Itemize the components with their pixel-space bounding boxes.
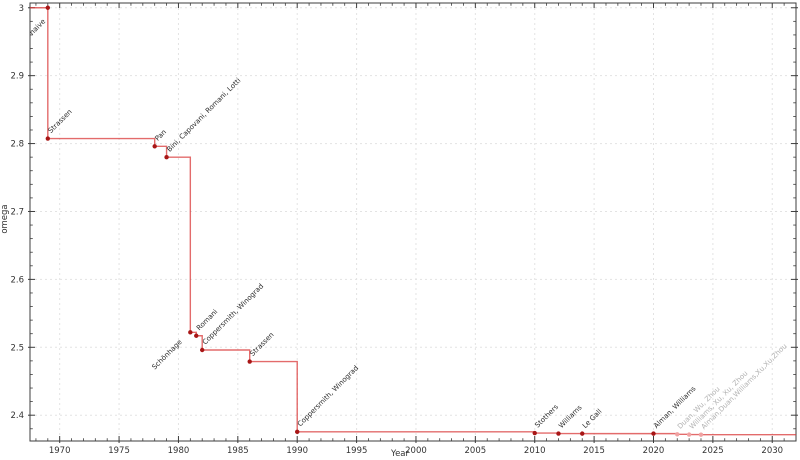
x-tick-label: 1980	[168, 446, 190, 456]
data-point	[194, 333, 199, 338]
x-tick-label: 2020	[643, 446, 665, 456]
x-tick-label: 1975	[108, 446, 130, 456]
data-point	[686, 432, 692, 437]
x-tick-label: 1970	[49, 446, 71, 456]
data-point	[200, 347, 205, 353]
point-label: Stothers	[533, 403, 560, 430]
point-label: Williams, Xu, Xu, Zhou	[688, 369, 750, 431]
y-tick-label: 2.5	[10, 343, 24, 353]
plot-border	[29, 2, 797, 442]
data-point	[532, 430, 537, 436]
y-tick-label: 3	[19, 4, 24, 14]
point-label: naive	[28, 18, 47, 37]
y-tick-label: 2.8	[10, 140, 24, 150]
data-point	[152, 144, 157, 149]
point-label: Strassen	[47, 108, 74, 135]
point-label: Le Gall	[581, 407, 604, 430]
data-point	[651, 431, 656, 436]
x-tick-label: 1995	[346, 446, 368, 456]
data-point	[164, 155, 169, 160]
y-axis-label: omega	[0, 204, 10, 234]
data-point	[247, 359, 252, 364]
data-point	[188, 330, 193, 335]
x-tick-label: 2010	[524, 446, 546, 456]
point-label: Coppersmith, Winograd	[296, 364, 360, 428]
point-label: Pan	[153, 128, 168, 143]
data-point	[698, 432, 704, 437]
data-point	[580, 431, 585, 436]
point-label: Bini, Capovani, Romani, Lotti	[165, 77, 242, 154]
point-label: Williams	[557, 403, 584, 430]
y-tick-label: 2.7	[10, 207, 24, 217]
x-tick-label: 2030	[761, 446, 783, 456]
data-point	[45, 5, 51, 10]
y-tick-label: 2.4	[10, 411, 24, 421]
omega-step-line	[30, 7, 796, 436]
data-point	[45, 136, 51, 141]
data-point	[675, 432, 680, 437]
data-point	[295, 429, 300, 435]
point-label: Strassen	[248, 331, 275, 358]
x-axis-label: Year	[391, 449, 409, 459]
x-tick-label: 1985	[227, 446, 249, 456]
x-tick-label: 2005	[465, 446, 487, 456]
y-tick-label: 2.6	[10, 275, 24, 285]
x-tick-label: 2000	[405, 446, 427, 456]
y-tick-label: 2.9	[10, 72, 24, 82]
x-tick-label: 2015	[583, 446, 605, 456]
x-tick-label: 1990	[286, 446, 308, 456]
x-tick-label: 2025	[702, 446, 724, 456]
data-point	[556, 431, 561, 436]
